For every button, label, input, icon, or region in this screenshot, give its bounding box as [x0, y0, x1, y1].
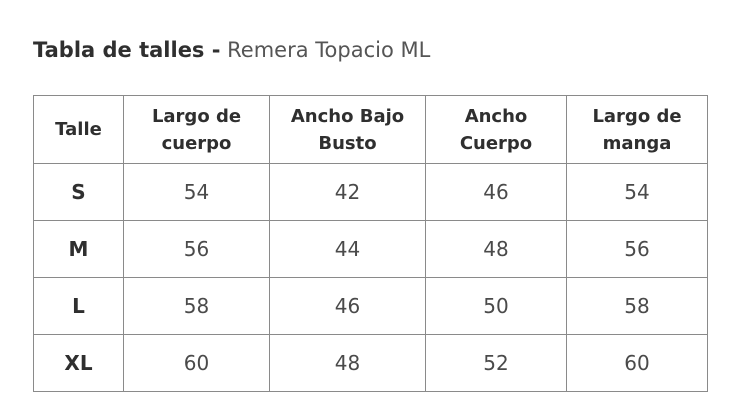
size-chart-table: Talle Largo de cuerpo Ancho Bajo Busto A…	[33, 95, 708, 392]
table-cell: 54	[123, 163, 270, 221]
header-largo-cuerpo: Largo de cuerpo	[123, 95, 270, 164]
table-cell: 58	[566, 277, 708, 335]
table-cell: 48	[425, 220, 567, 278]
header-largo-manga: Largo de manga	[566, 95, 708, 164]
table-cell: 56	[123, 220, 270, 278]
table-cell: 50	[425, 277, 567, 335]
header-ancho-cuerpo: Ancho Cuerpo	[425, 95, 567, 164]
size-label: M	[33, 220, 124, 278]
size-label: S	[33, 163, 124, 221]
table-cell: 60	[566, 334, 708, 392]
table-cell: 54	[566, 163, 708, 221]
table-cell: 60	[123, 334, 270, 392]
title-product: Remera Topacio ML	[227, 38, 431, 62]
table-row: XL 60 48 52 60	[33, 334, 708, 392]
header-talle: Talle	[33, 95, 124, 164]
table-cell: 56	[566, 220, 708, 278]
header-ancho-bajo-busto: Ancho Bajo Busto	[269, 95, 426, 164]
table-cell: 52	[425, 334, 567, 392]
table-row: L 58 46 50 58	[33, 277, 708, 335]
table-row: M 56 44 48 56	[33, 220, 708, 278]
table-cell: 58	[123, 277, 270, 335]
size-label: L	[33, 277, 124, 335]
table-cell: 46	[269, 277, 426, 335]
table-cell: 42	[269, 163, 426, 221]
title-main: Tabla de talles -	[33, 38, 221, 62]
table-cell: 48	[269, 334, 426, 392]
table-cell: 44	[269, 220, 426, 278]
size-label: XL	[33, 334, 124, 392]
table-header-row: Talle Largo de cuerpo Ancho Bajo Busto A…	[33, 95, 708, 164]
table-row: S 54 42 46 54	[33, 163, 708, 221]
page-title: Tabla de talles - Remera Topacio ML	[33, 36, 430, 64]
table-cell: 46	[425, 163, 567, 221]
